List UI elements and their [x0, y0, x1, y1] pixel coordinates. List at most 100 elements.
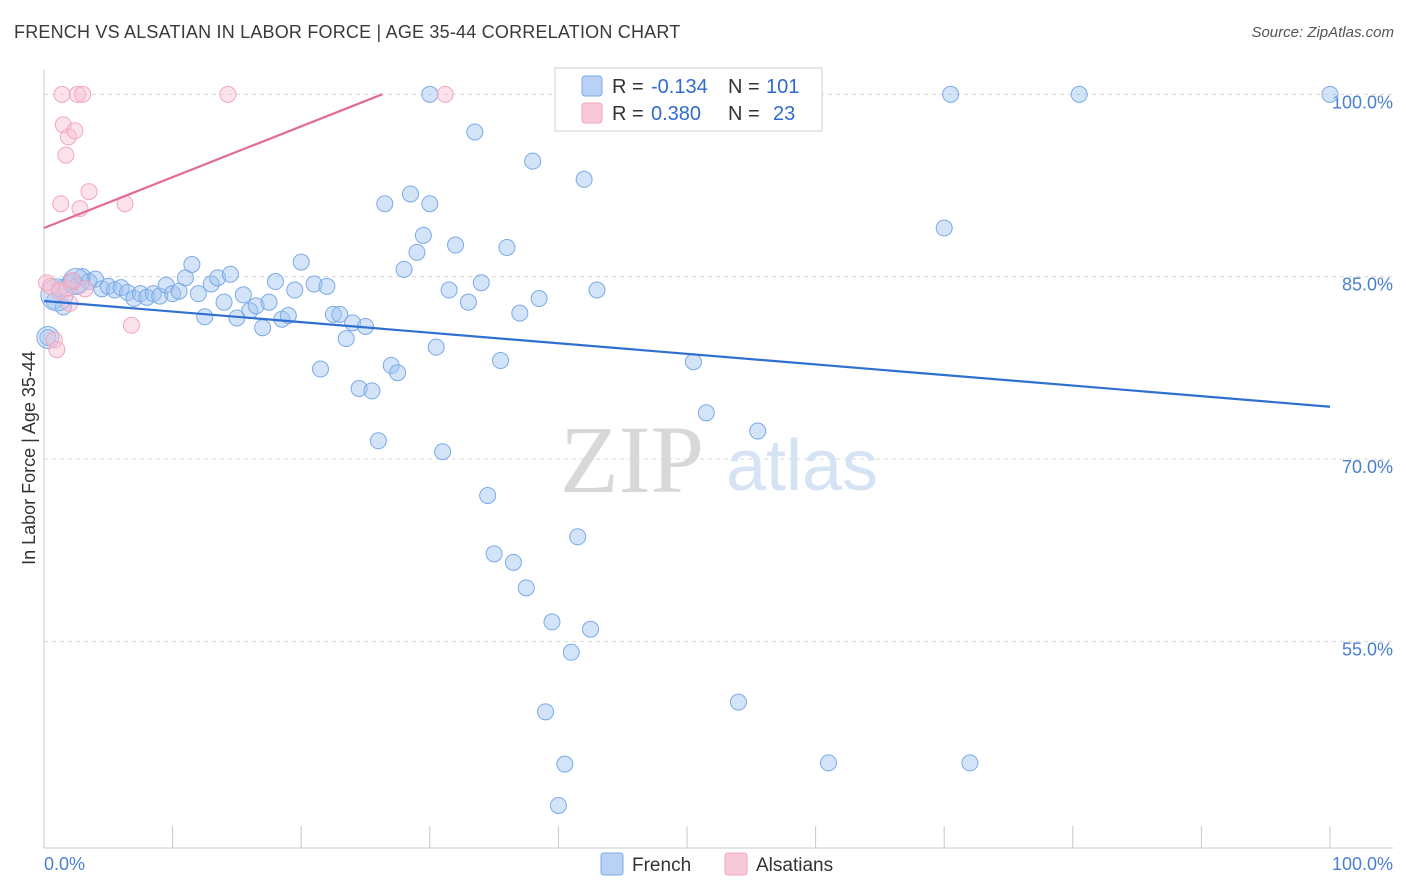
- bottom-legend: French Alsatians: [600, 852, 833, 876]
- legend-french-swatch: [581, 75, 603, 97]
- alsatians-point: [53, 85, 71, 103]
- alsatians-trendline: [43, 93, 383, 230]
- french-point: [697, 404, 715, 422]
- alsatians-point: [74, 85, 92, 103]
- alsatians-point: [219, 85, 237, 103]
- french-point: [189, 285, 207, 303]
- french-point: [305, 275, 323, 293]
- x-tick-label-max: 100.0%: [1332, 854, 1393, 874]
- french-point: [549, 796, 567, 814]
- french-point: [421, 195, 439, 213]
- french-point: [350, 379, 368, 397]
- french-point: [485, 545, 503, 563]
- french-point: [556, 755, 574, 773]
- legend-n-value-french: 101: [766, 76, 799, 98]
- french-point: [164, 285, 182, 303]
- y-tick-label: 55.0%: [1342, 639, 1393, 659]
- legend-r-label-french: R =: [612, 76, 644, 98]
- french-point: [588, 281, 606, 299]
- legend-r-label-alsatians: R =: [612, 103, 644, 125]
- french-point: [575, 170, 593, 188]
- x-tick-label-min: 0.0%: [44, 854, 85, 874]
- gridlines: 55.0% 70.0% 85.0% 100.0%: [44, 92, 1393, 659]
- french-trendline: [43, 299, 1331, 408]
- bottom-legend-french-swatch: [600, 852, 624, 876]
- french-point: [311, 360, 329, 378]
- alsatians-point: [80, 183, 98, 201]
- french-point: [582, 620, 600, 638]
- alsatians-point: [436, 85, 454, 103]
- french-point: [498, 238, 516, 256]
- y-tick-label: 100.0%: [1332, 92, 1393, 112]
- french-point: [395, 260, 413, 278]
- legend: R = -0.134 N = 101 R = 0.380 N = 23: [554, 67, 823, 132]
- french-point: [434, 443, 452, 461]
- legend-n-label-french: N =: [728, 76, 760, 98]
- french-point: [106, 281, 124, 299]
- french-point: [414, 226, 432, 244]
- french-point: [1070, 85, 1088, 103]
- french-point: [279, 307, 297, 325]
- y-axis-title: In Labor Force | Age 35-44: [19, 351, 39, 565]
- french-point: [93, 280, 111, 298]
- french-point: [144, 285, 162, 303]
- french-point: [389, 364, 407, 382]
- french-point: [729, 693, 747, 711]
- french-point: [254, 319, 272, 337]
- source-credit: Source: ZipAtlas.com: [1251, 24, 1394, 41]
- french-point: [260, 293, 278, 311]
- alsatians-point: [57, 146, 75, 164]
- alsatians-point: [122, 316, 140, 334]
- french-point: [935, 219, 953, 237]
- french-point: [517, 579, 535, 597]
- french-point: [472, 274, 490, 292]
- french-point: [363, 382, 381, 400]
- y-tick-label: 70.0%: [1342, 457, 1393, 477]
- legend-r-value-alsatians: 0.380: [651, 103, 701, 125]
- alsatians-point: [41, 277, 59, 295]
- bottom-legend-french-label: French: [632, 855, 691, 876]
- french-point: [459, 293, 477, 311]
- french-point: [440, 281, 458, 299]
- french-point: [337, 330, 355, 348]
- french-point: [479, 486, 497, 504]
- french-point: [1321, 85, 1339, 103]
- french-point: [492, 352, 510, 370]
- french-point: [369, 432, 387, 450]
- french-point: [266, 273, 284, 291]
- y-tick-label: 85.0%: [1342, 275, 1393, 295]
- bottom-legend-alsatians-label: Alsatians: [756, 855, 833, 876]
- french-point: [543, 613, 561, 631]
- french-point: [961, 754, 979, 772]
- french-point: [39, 328, 57, 346]
- french-point: [215, 293, 233, 311]
- french-point: [749, 422, 767, 440]
- trendlines: [43, 93, 1331, 408]
- alsatians-point: [76, 280, 94, 298]
- french-point: [537, 703, 555, 721]
- bottom-legend-alsatians-swatch: [724, 852, 748, 876]
- watermark-zip: ZIP: [560, 406, 704, 513]
- french-point: [819, 754, 837, 772]
- french-point: [202, 275, 220, 293]
- french-point: [331, 305, 349, 323]
- french-point: [466, 123, 484, 141]
- french-point: [562, 643, 580, 661]
- alsatians-point: [68, 85, 86, 103]
- alsatians-point: [45, 331, 63, 349]
- french-point: [421, 85, 439, 103]
- french-point: [427, 338, 445, 356]
- french-point: [318, 277, 336, 295]
- alsatians-point: [58, 280, 76, 298]
- legend-alsatians-swatch: [581, 102, 603, 124]
- axes: 0.0% 100.0%: [43, 70, 1393, 874]
- french-point: [292, 253, 310, 271]
- french-point: [447, 236, 465, 254]
- french-point: [684, 353, 702, 371]
- french-point: [183, 256, 201, 273]
- legend-n-value-alsatians: 23: [773, 103, 795, 125]
- watermark: ZIP atlas: [560, 406, 878, 513]
- french-point: [524, 152, 542, 170]
- french-point: [942, 85, 960, 103]
